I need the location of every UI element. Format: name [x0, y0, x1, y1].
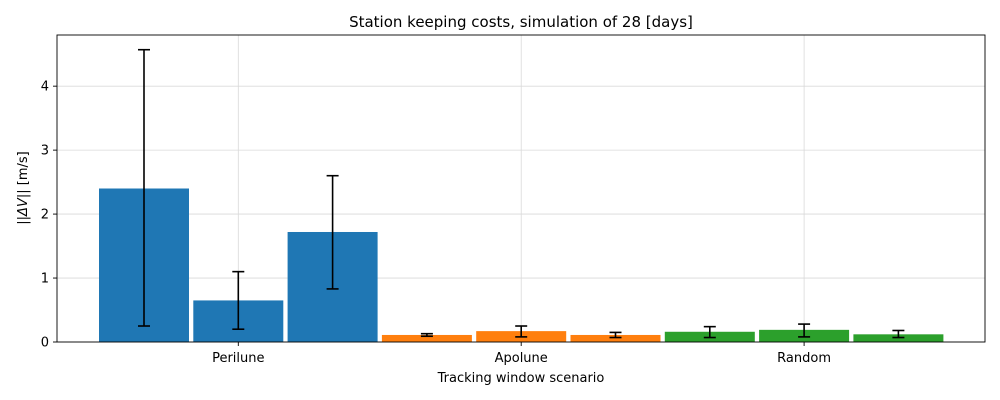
x-axis-ticks: Perilune Apolune Random	[212, 342, 831, 366]
error-bars	[138, 48, 905, 339]
y-tick-label: 3	[41, 144, 49, 159]
error-bar-perilune-1	[138, 48, 150, 327]
y-tick-label: 2	[41, 208, 49, 223]
x-tick-label-random: Random	[777, 351, 831, 366]
y-tick-label: 1	[41, 272, 49, 287]
y-axis-label-symbol: ΔV	[16, 197, 31, 217]
y-axis-label-prefix: ||	[16, 216, 31, 225]
error-bar-random-3	[892, 329, 905, 339]
error-bar-apolune-1	[420, 332, 433, 338]
x-tick-label-perilune: Perilune	[212, 351, 264, 366]
error-bar-random-1	[703, 325, 716, 339]
bar-apolune-1	[381, 334, 472, 342]
bar-apolune-3	[570, 334, 661, 342]
y-axis-label: ||ΔV|| [m/s]	[16, 151, 31, 224]
error-bar-random-2	[798, 323, 811, 338]
y-axis-ticks: 0 1 2 3 4	[41, 80, 57, 351]
chart-title: Station keeping costs, simulation of 28 …	[349, 13, 693, 31]
x-tick-label-apolune: Apolune	[495, 351, 548, 366]
y-tick-label: 0	[41, 336, 49, 351]
x-axis-label: Tracking window scenario	[437, 371, 605, 386]
y-tick-label: 4	[41, 80, 49, 95]
error-bar-apolune-2	[515, 325, 528, 338]
error-bar-apolune-3	[609, 331, 622, 339]
y-axis-label-suffix: || [m/s]	[16, 151, 31, 198]
grid-lines	[57, 35, 985, 343]
error-bar-perilune-2	[232, 270, 245, 331]
error-bar-perilune-3	[326, 174, 339, 290]
